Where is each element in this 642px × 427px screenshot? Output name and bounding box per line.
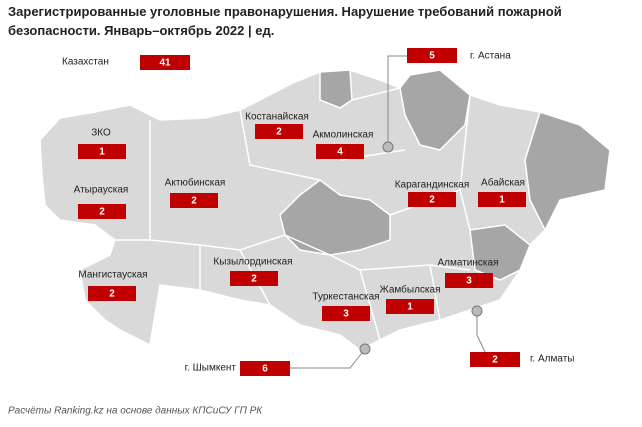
region-name: Туркестанская: [312, 292, 379, 303]
source: Расчёты Ranking.kz на основе данных КПСи…: [8, 406, 263, 417]
value-label: 2: [191, 196, 197, 207]
value-box: [88, 286, 136, 301]
leader-line: [290, 348, 366, 369]
value-box: [322, 306, 370, 321]
value-label: 6: [262, 364, 268, 375]
value-box: [255, 124, 303, 139]
value-box: [316, 144, 364, 159]
region-name: Жамбылская: [380, 284, 441, 296]
city-name: г. Астана: [470, 51, 511, 62]
region-east: [524, 111, 611, 232]
region-name: Мангистауская: [78, 270, 147, 281]
region-name: Костанайская: [245, 112, 309, 123]
region-name: Кызылординская: [213, 257, 292, 268]
labels: Казахстан 41ЗКО1Атырауская2Актюбинская2Ко…: [62, 48, 574, 376]
leader-line: [476, 311, 486, 353]
value-label: 1: [499, 195, 505, 206]
city-dot: [382, 141, 394, 153]
value-box: [386, 299, 434, 314]
value-label: 2: [492, 355, 498, 366]
region-pavlodar: [399, 69, 471, 151]
value-label: 41: [159, 58, 171, 69]
region-name: Абайская: [481, 177, 525, 189]
region-name: Алматинская: [438, 258, 499, 269]
total-label: Казахстан: [62, 57, 109, 68]
value-label: 1: [99, 147, 105, 158]
city-name: г. Шымкент: [185, 363, 237, 374]
city-dot: [359, 343, 371, 355]
value-label: 2: [429, 195, 435, 206]
region-north: [319, 69, 353, 109]
value-box: [140, 55, 190, 70]
value-box: [408, 192, 456, 207]
region-zhetysu: [469, 224, 531, 281]
value-box: [240, 361, 290, 376]
value-box: [78, 204, 126, 219]
value-box: [478, 192, 526, 207]
city-dot: [471, 305, 483, 317]
value-label: 4: [337, 147, 343, 158]
value-label: 2: [109, 289, 115, 300]
region-ulytau: [279, 179, 391, 256]
value-box: [445, 273, 493, 288]
value-box: [470, 352, 520, 367]
value-label: 3: [466, 276, 472, 287]
value-label: 3: [343, 309, 349, 320]
region-name: Акмолинская: [313, 130, 374, 141]
city-name: г. Алматы: [530, 354, 574, 365]
region-name: Актюбинская: [165, 177, 226, 189]
value-label: 5: [429, 51, 435, 62]
value-label: 2: [276, 127, 282, 138]
value-box: [170, 193, 218, 208]
leader-line: [387, 55, 407, 147]
value-label: 1: [407, 302, 413, 313]
value-label: 2: [251, 274, 257, 285]
region-name: ЗКО: [91, 128, 111, 139]
value-box: [78, 144, 126, 159]
title-box: Зарегистрированные уголовные правонаруше…: [8, 4, 562, 38]
title: Зарегистрированные уголовные правонаруше…: [8, 4, 562, 38]
region-name: Атырауская: [74, 185, 129, 196]
value-box: [407, 48, 457, 63]
value-label: 2: [99, 207, 105, 218]
region-name: Карагандинская: [395, 180, 470, 191]
value-box: [230, 271, 278, 286]
